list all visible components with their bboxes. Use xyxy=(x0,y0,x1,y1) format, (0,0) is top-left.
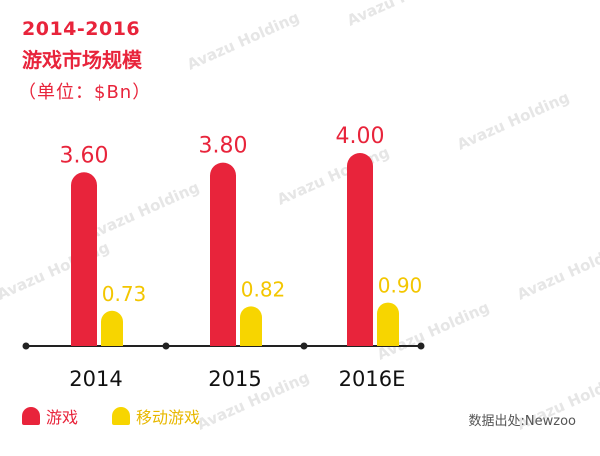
bar-mobile-2014 xyxy=(101,310,123,346)
watermark-text: Avazu Holding xyxy=(514,238,600,304)
watermark-text: Avazu Holding xyxy=(84,178,202,244)
data-label-mobile-2015: 0.82 xyxy=(241,277,286,301)
axis-dot xyxy=(22,342,30,350)
bar-games-2016E xyxy=(347,152,373,346)
watermark-text: Avazu Holding xyxy=(274,143,392,209)
chart-title: 游戏市场规模 xyxy=(22,48,142,72)
watermark-text: Avazu Holding xyxy=(454,88,572,154)
chart-unit: （单位：$Bn） xyxy=(18,82,152,103)
legend-label-games: 游戏 xyxy=(46,408,79,427)
data-label-mobile-2016E: 0.90 xyxy=(378,274,423,298)
data-label-games-2014: 3.60 xyxy=(60,143,109,168)
x-tick-label-2016E: 2016E xyxy=(339,367,406,391)
legend-item-games: 游戏 xyxy=(22,404,78,428)
legend-item-mobile: 移动游戏 xyxy=(112,404,200,428)
bar-games-2015 xyxy=(210,162,236,346)
axis-dot xyxy=(162,342,170,350)
source-note: 数据出处:Newzoo xyxy=(468,414,576,429)
data-label-mobile-2014: 0.73 xyxy=(102,282,147,306)
data-label-games-2015: 3.80 xyxy=(199,134,248,159)
bar-mobile-2016E xyxy=(377,302,399,346)
watermark-text: Avazu Holding xyxy=(184,8,302,74)
legend-label-mobile: 移动游戏 xyxy=(136,408,201,427)
bar-games-2014 xyxy=(71,172,97,346)
legend-swatch-games xyxy=(22,407,40,425)
x-tick-label-2015: 2015 xyxy=(208,367,261,391)
x-tick-label-2014: 2014 xyxy=(69,367,122,391)
axis-dot xyxy=(300,342,308,350)
watermark-text: Avazu Holding xyxy=(344,0,462,30)
legend-swatch-mobile xyxy=(112,407,130,425)
data-label-games-2016E: 4.00 xyxy=(336,124,385,149)
axis-dot xyxy=(417,342,425,350)
chart-title-years: 2014-2016 xyxy=(22,18,141,40)
bar-mobile-2015 xyxy=(240,306,262,346)
